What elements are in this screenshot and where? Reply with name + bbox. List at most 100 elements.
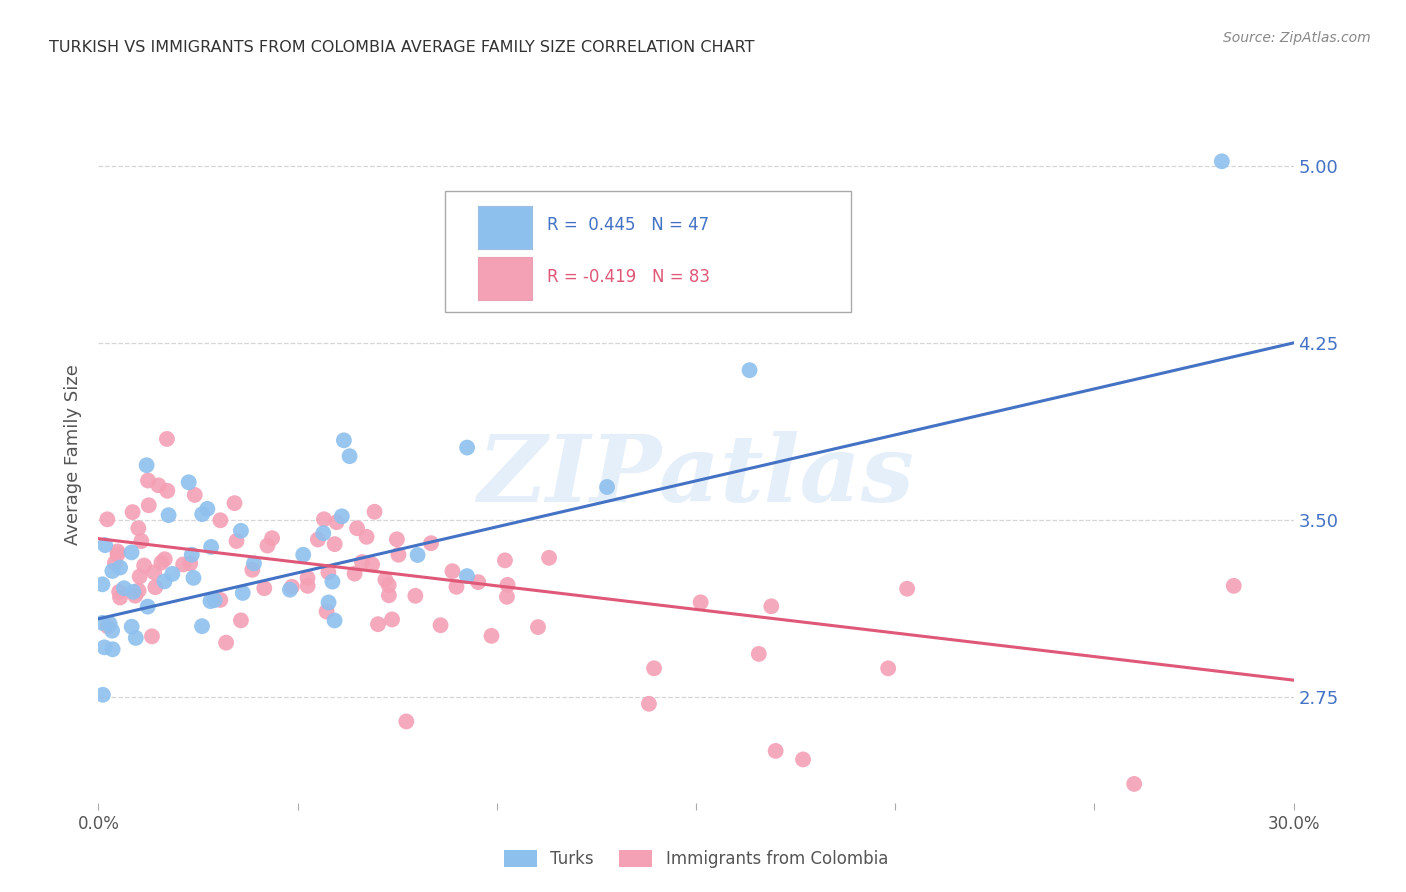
Point [94,538,117,552]
Point [184,488,207,502]
Point [395,714,418,729]
Point [179,557,201,571]
Point [333,434,356,448]
Point [121,505,143,519]
Point [363,505,385,519]
Point [253,581,276,595]
Point [761,599,783,614]
Point [108,560,131,574]
Text: R =  0.445   N = 47: R = 0.445 N = 47 [547,217,709,235]
Point [877,661,900,675]
Point [374,573,396,587]
Point [361,558,384,572]
Point [225,533,247,548]
Point [738,363,761,377]
Point [643,661,665,675]
Point [141,629,163,643]
Point [224,496,246,510]
Legend: Turks, Immigrants from Colombia: Turks, Immigrants from Colombia [498,843,894,874]
Point [191,507,214,521]
Y-axis label: Average Family Size: Average Family Size [65,365,83,545]
Point [121,545,143,559]
Point [101,642,124,657]
Point [378,588,401,602]
Point [262,531,284,545]
Point [97,619,120,633]
Point [91,615,114,630]
Point [91,577,114,591]
Point [256,539,278,553]
Point [134,558,156,573]
Point [104,556,127,570]
Point [180,548,202,562]
Point [153,552,176,566]
Point [200,594,222,608]
Point [200,540,222,554]
Point [456,569,478,583]
Point [638,697,661,711]
Point [315,605,337,619]
Point [387,548,409,562]
Point [896,582,918,596]
Point [339,449,361,463]
Point [101,624,124,638]
Point [108,591,131,605]
Point [98,616,121,631]
Point [131,534,153,549]
Point [128,583,150,598]
Point [367,617,389,632]
Point [292,548,315,562]
Point [538,550,561,565]
Point [748,647,770,661]
Point [278,582,301,597]
Point [232,586,254,600]
Point [689,595,711,609]
Point [143,566,166,580]
Point [162,566,184,581]
Point [346,521,368,535]
Point [136,599,159,614]
Text: R = -0.419   N = 83: R = -0.419 N = 83 [547,268,710,285]
Point [312,526,335,541]
Point [121,620,143,634]
Point [765,744,787,758]
FancyBboxPatch shape [478,206,533,249]
Point [467,575,489,590]
Text: TURKISH VS IMMIGRANTS FROM COLOMBIA AVERAGE FAMILY SIZE CORRELATION CHART: TURKISH VS IMMIGRANTS FROM COLOMBIA AVER… [49,40,755,55]
Point [138,498,160,512]
Point [446,580,468,594]
Point [1223,579,1246,593]
Point [496,578,519,592]
Point [157,508,180,523]
Point [494,553,516,567]
Point [135,458,157,473]
Point [527,620,550,634]
Point [1211,154,1233,169]
Point [107,544,129,558]
Point [229,613,252,627]
Point [215,635,238,649]
Point [136,474,159,488]
Point [93,640,115,655]
Point [377,578,399,592]
Point [352,555,374,569]
Point [496,590,519,604]
Point [101,564,124,578]
Point [1123,777,1146,791]
Point [481,629,503,643]
Point [122,584,145,599]
Point [321,574,343,589]
Point [330,509,353,524]
Point [429,618,451,632]
Point [148,478,170,492]
Point [209,593,232,607]
Point [381,612,404,626]
Point [183,571,205,585]
Point [385,533,408,547]
Point [441,564,464,578]
Point [107,547,129,561]
Point [229,524,252,538]
Point [177,475,200,490]
Point [325,515,347,529]
Text: Source: ZipAtlas.com: Source: ZipAtlas.com [1223,31,1371,45]
